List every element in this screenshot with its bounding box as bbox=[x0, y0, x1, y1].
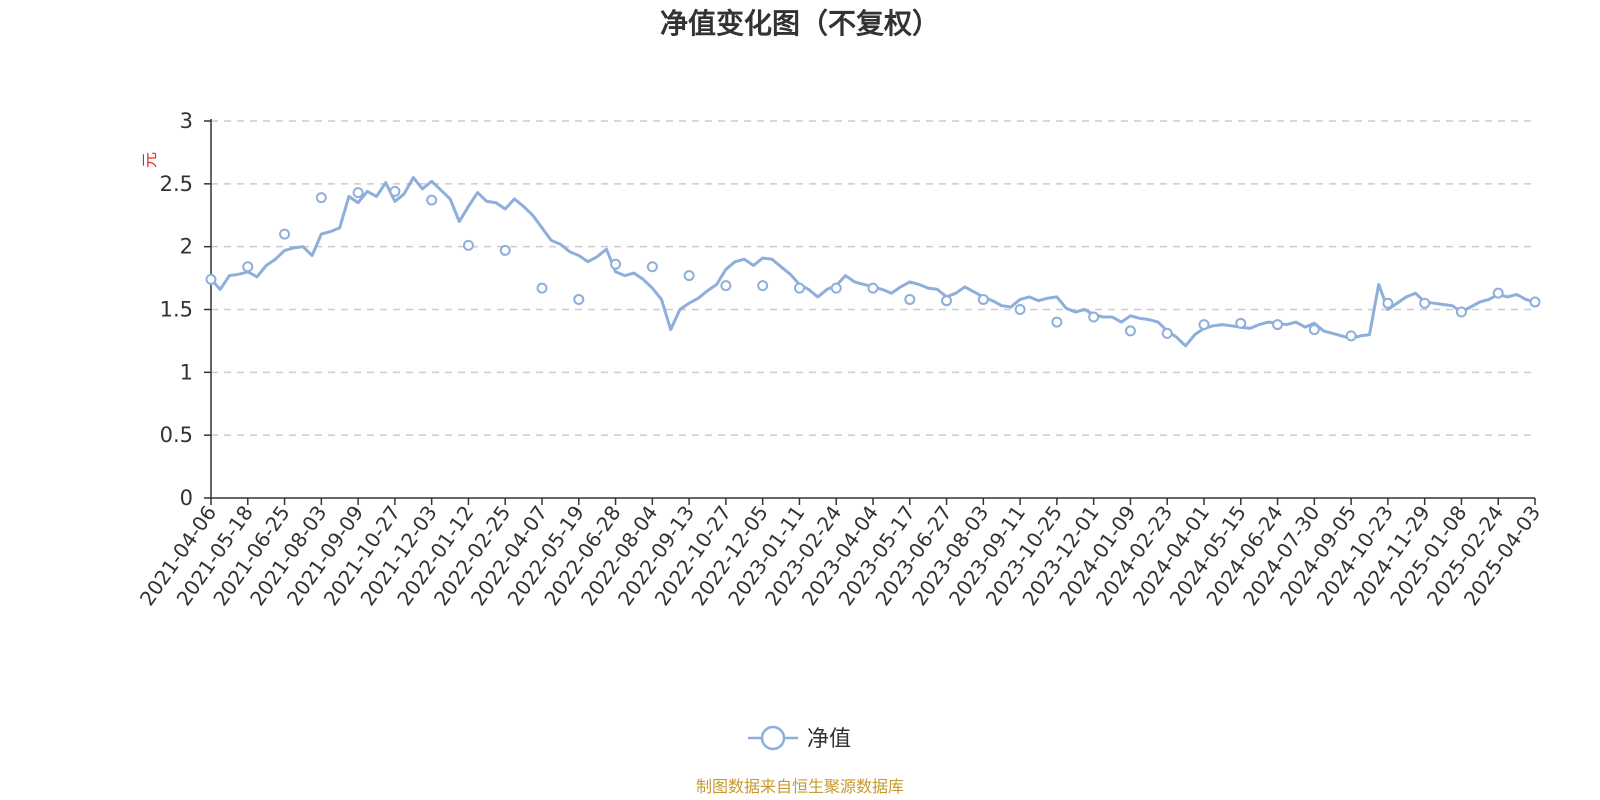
data-point-marker bbox=[1124, 325, 1136, 337]
data-point-marker bbox=[646, 261, 658, 273]
series-line bbox=[209, 176, 1537, 348]
y-tick-label: 3 bbox=[180, 109, 193, 133]
data-point-marker bbox=[1272, 319, 1284, 331]
data-point-marker bbox=[683, 270, 695, 282]
data-point-marker bbox=[242, 261, 254, 273]
data-point-marker bbox=[867, 282, 879, 294]
data-point-marker bbox=[1161, 327, 1173, 339]
legend-circle-icon bbox=[760, 725, 786, 751]
data-point-marker bbox=[793, 282, 805, 294]
data-point-marker bbox=[610, 258, 622, 270]
y-axis-unit-label: 元 bbox=[140, 152, 159, 168]
data-point-marker bbox=[1051, 316, 1063, 328]
data-point-marker bbox=[904, 293, 916, 305]
y-tick-label: 1.5 bbox=[160, 298, 193, 322]
grid-lines bbox=[211, 120, 1535, 436]
x-axis-ticks: 2021-04-062021-05-182021-06-252021-08-03… bbox=[135, 498, 1545, 610]
data-point-marker bbox=[352, 187, 364, 199]
data-point-marker bbox=[1492, 287, 1504, 299]
data-point-marker bbox=[426, 194, 438, 206]
data-point-marker bbox=[389, 185, 401, 197]
data-point-marker bbox=[1419, 297, 1431, 309]
data-point-marker bbox=[205, 273, 217, 285]
data-point-marker bbox=[573, 293, 585, 305]
data-point-marker bbox=[1345, 330, 1357, 342]
data-source-note: 制图数据来自恒生聚源数据库 bbox=[696, 777, 904, 796]
data-point-marker bbox=[1014, 304, 1026, 315]
data-point-marker bbox=[1455, 306, 1467, 318]
data-point-marker bbox=[315, 192, 327, 204]
data-point-marker bbox=[1235, 317, 1247, 329]
legend-label: 净值 bbox=[807, 727, 851, 752]
data-point-marker bbox=[1088, 311, 1100, 323]
data-point-marker bbox=[720, 280, 732, 292]
marker-layer bbox=[205, 185, 1541, 342]
data-point-marker bbox=[536, 282, 548, 294]
axes bbox=[210, 119, 1535, 499]
data-point-marker bbox=[499, 244, 511, 256]
y-tick-label: 0 bbox=[180, 486, 193, 510]
y-tick-label: 2 bbox=[180, 235, 193, 259]
data-point-marker bbox=[1198, 319, 1210, 331]
chart-title: 净值变化图（不复权） bbox=[660, 7, 940, 40]
y-tick-label: 0.5 bbox=[160, 423, 193, 447]
data-point-marker bbox=[1308, 324, 1320, 336]
series-layer bbox=[209, 176, 1537, 348]
data-point-marker bbox=[977, 293, 989, 305]
y-tick-label: 1 bbox=[180, 360, 193, 384]
y-axis-ticks: 0 0.5 1 1.5 2 2.5 3 bbox=[160, 109, 211, 510]
data-point-marker bbox=[462, 239, 474, 251]
data-point-marker bbox=[1529, 296, 1541, 308]
legend[interactable]: 净值 bbox=[748, 725, 851, 752]
data-point-marker bbox=[1382, 297, 1394, 309]
data-point-marker bbox=[279, 228, 291, 240]
data-point-marker bbox=[941, 295, 953, 307]
data-point-marker bbox=[830, 282, 842, 294]
data-point-marker bbox=[757, 280, 769, 292]
y-tick-label: 2.5 bbox=[160, 172, 193, 196]
